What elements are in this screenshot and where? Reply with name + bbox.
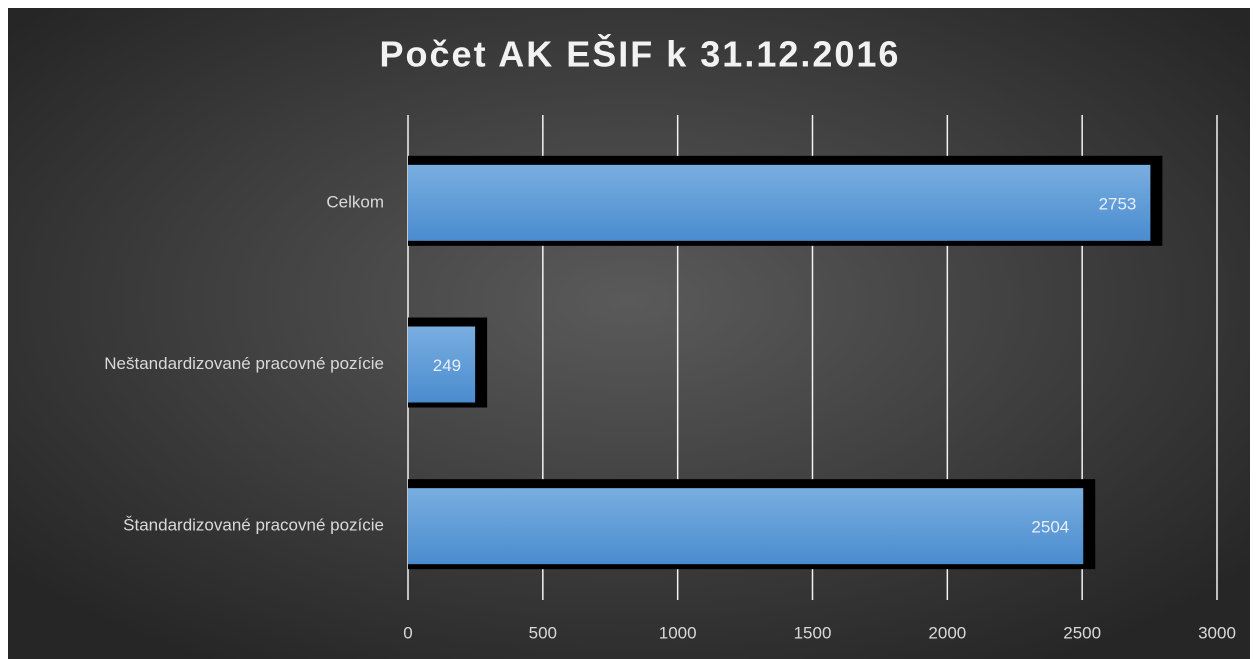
data-label: 2504 <box>1031 518 1069 537</box>
x-tick-label: 0 <box>403 623 412 642</box>
chart-title: Počet AK EŠIF k 31.12.2016 <box>380 33 901 75</box>
x-tick-label: 1000 <box>659 623 697 642</box>
y-tick-label: Celkom <box>326 192 384 211</box>
y-tick-label: Štandardizované pracovné pozície <box>123 516 384 535</box>
x-tick-label: 1500 <box>794 623 832 642</box>
bar <box>408 164 1151 241</box>
y-tick-label: Neštandardizované pracovné pozície <box>104 354 384 373</box>
bar <box>408 326 476 403</box>
data-label: 249 <box>433 356 461 375</box>
x-tick-label: 3000 <box>1198 623 1236 642</box>
x-tick-label: 500 <box>529 623 557 642</box>
x-tick-label: 2000 <box>928 623 966 642</box>
data-label: 2753 <box>1099 194 1137 213</box>
x-tick-label: 2500 <box>1063 623 1101 642</box>
bar <box>408 488 1084 565</box>
